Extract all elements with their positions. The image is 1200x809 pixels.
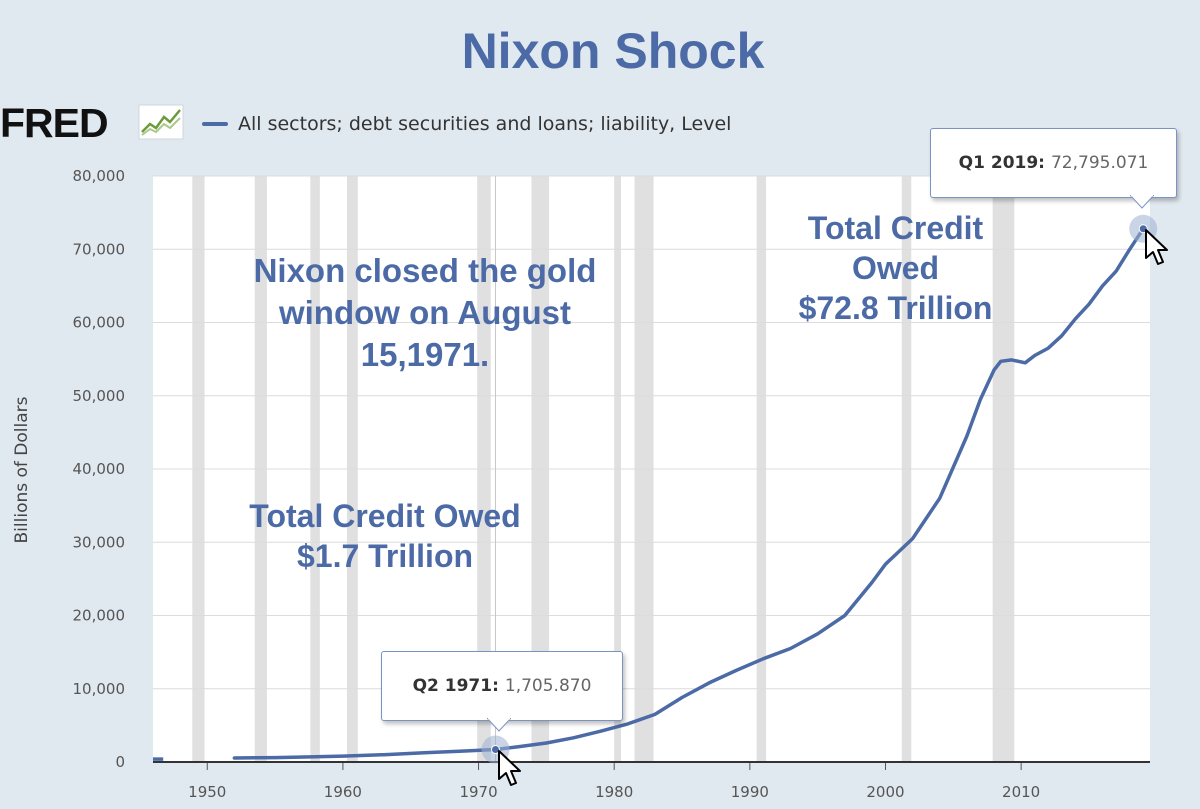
fred-logo[interactable]: FRED bbox=[0, 100, 109, 146]
y-tick-label: 10,000 bbox=[73, 680, 126, 698]
annotation-credit-2019: Total Credit Owed $72.8 Trillion bbox=[768, 208, 1023, 328]
annotation-credit-1971: Total Credit Owed $1.7 Trillion bbox=[205, 496, 565, 576]
tooltip-value: 72,795.071 bbox=[1050, 153, 1149, 173]
x-ticks: 1950 1960 1970 1980 1990 2000 2010 bbox=[188, 762, 1040, 801]
legend-label: All sectors; debt securities and loans; … bbox=[238, 113, 732, 135]
x-tick-label: 1990 bbox=[731, 783, 769, 801]
y-ticks: 0 10,000 20,000 30,000 40,000 50,000 60,000 70,… bbox=[73, 167, 126, 771]
annotation-line: $1.7 Trillion bbox=[296, 538, 474, 574]
annotation-line: Nixon closed the gold bbox=[253, 252, 597, 289]
tooltip-q1-2019: Q1 2019: 72,795.071 bbox=[930, 128, 1177, 198]
legend-swatch bbox=[202, 122, 228, 126]
series-lines bbox=[153, 227, 1145, 761]
legend[interactable]: All sectors; debt securities and loans; … bbox=[202, 110, 731, 138]
y-tick-label: 30,000 bbox=[73, 533, 126, 551]
x-tick-label: 1980 bbox=[595, 783, 633, 801]
y-tick-label: 40,000 bbox=[73, 460, 126, 478]
series-line bbox=[232, 227, 1145, 760]
y-tick-label: 20,000 bbox=[73, 607, 126, 625]
fred-chart-icon bbox=[138, 104, 184, 140]
x-tick-label: 1970 bbox=[459, 783, 497, 801]
x-tick-label: 2010 bbox=[1002, 783, 1040, 801]
mouse-cursor-icon bbox=[498, 750, 521, 786]
tooltip-arrow bbox=[487, 718, 511, 732]
x-tick-label: 2000 bbox=[866, 783, 904, 801]
annotation-line: Total Credit bbox=[807, 210, 984, 246]
annotation-line: Owed bbox=[851, 250, 940, 286]
annotation-line: window on August bbox=[278, 294, 572, 331]
annotation-line: 15,1971. bbox=[360, 336, 490, 373]
annotation-line: $72.8 Trillion bbox=[798, 290, 993, 326]
highlight-point bbox=[491, 745, 501, 755]
y-tick-label: 70,000 bbox=[73, 240, 126, 258]
mouse-cursor-icon bbox=[1145, 229, 1168, 265]
tooltip-date: Q1 2019: bbox=[958, 153, 1045, 173]
y-tick-label: 50,000 bbox=[73, 387, 126, 405]
tooltip-q2-1971: Q2 1971: 1,705.870 bbox=[381, 651, 623, 721]
y-tick-label: 0 bbox=[115, 753, 125, 771]
y-tick-label: 60,000 bbox=[73, 314, 126, 332]
annotation-gold-window: Nixon closed the gold window on August 1… bbox=[190, 250, 660, 376]
tooltip-arrow bbox=[1130, 195, 1154, 209]
x-tick-label: 1950 bbox=[188, 783, 226, 801]
annotation-line: Total Credit Owed bbox=[249, 498, 521, 534]
x-tick-label: 1960 bbox=[324, 783, 362, 801]
y-tick-label: 80,000 bbox=[73, 167, 126, 185]
chart-title: Nixon Shock bbox=[461, 23, 765, 79]
tooltip-date: Q2 1971: bbox=[412, 676, 499, 696]
tooltip-value: 1,705.870 bbox=[504, 676, 592, 696]
